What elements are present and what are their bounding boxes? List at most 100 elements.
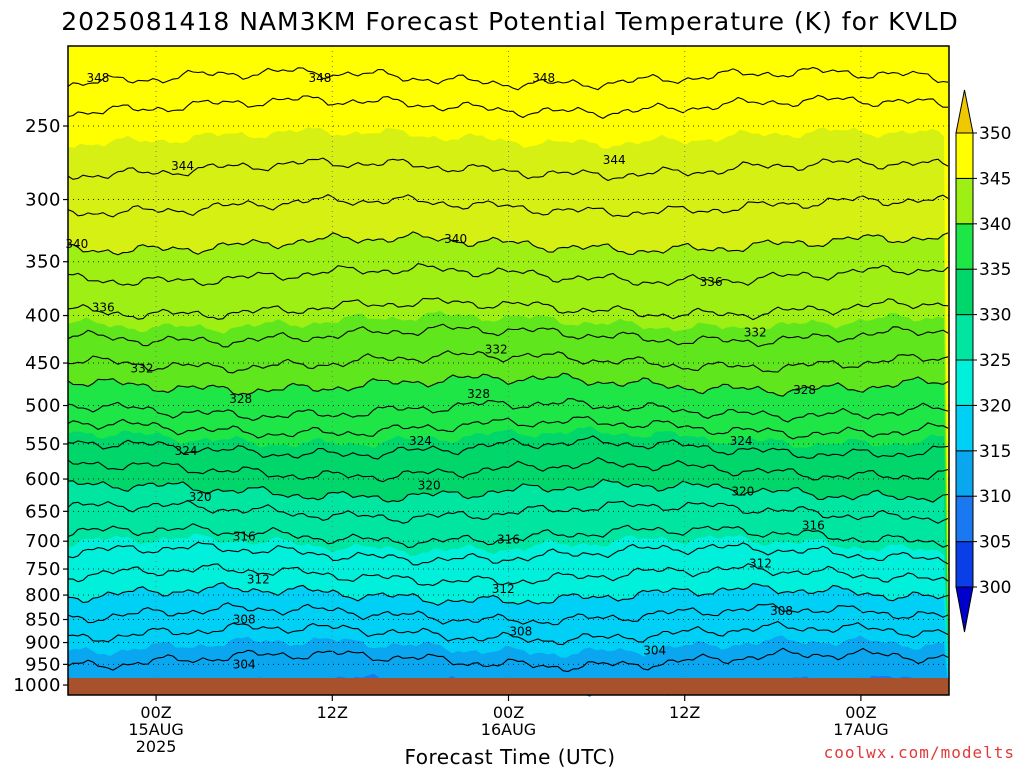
isentrope-306: [67, 620, 949, 646]
svg-text:328: 328: [793, 383, 816, 397]
x-tick-label: 00Z: [493, 703, 524, 722]
y-tick-label-850: 850: [25, 610, 61, 631]
contour-label-312: 312: [247, 573, 270, 587]
svg-text:332: 332: [131, 361, 154, 375]
svg-text:340: 340: [444, 232, 467, 246]
x-tick-label: 2025: [136, 737, 177, 756]
colorbar-label-310: 310: [979, 487, 1011, 507]
colorbar-label-325: 325: [979, 351, 1011, 371]
contour-label-344: 344: [171, 159, 194, 173]
svg-text:320: 320: [731, 485, 754, 499]
contour-label-348: 348: [309, 71, 332, 85]
svg-text:312: 312: [492, 582, 515, 596]
svg-text:324: 324: [409, 434, 432, 448]
svg-text:304: 304: [233, 657, 256, 671]
contour-label-316: 316: [233, 530, 256, 544]
svg-text:312: 312: [247, 573, 270, 587]
y-tick-label-900: 900: [25, 633, 61, 654]
contour-label-332: 332: [744, 325, 767, 339]
contour-label-320: 320: [418, 479, 441, 493]
colorbar-segment-330: [955, 268, 974, 316]
colorbar-label-300: 300: [979, 578, 1011, 598]
svg-text:324: 324: [730, 434, 753, 448]
chart-title: 2025081418 NAM3KM Forecast Potential Tem…: [61, 7, 959, 36]
isentrope-310: [67, 582, 949, 606]
y-tick-label-550: 550: [25, 434, 61, 455]
colorbar-segment-315: [955, 404, 974, 452]
y-tick-label-450: 450: [25, 353, 61, 374]
colorbar-segment-335: [955, 223, 974, 270]
colorbar-label-345: 345: [979, 169, 1011, 189]
svg-text:348: 348: [309, 71, 332, 85]
isentrope-330: [67, 372, 949, 397]
svg-text:328: 328: [229, 392, 252, 406]
contour-label-328: 328: [793, 383, 816, 397]
contour-label-328: 328: [229, 392, 252, 406]
contour-label-320: 320: [731, 485, 754, 499]
svg-text:320: 320: [189, 490, 212, 504]
colorbar-segment-345: [955, 132, 974, 179]
isentrope-328: [67, 398, 949, 423]
svg-text:332: 332: [744, 325, 767, 339]
contour-label-336: 336: [700, 275, 723, 289]
svg-text:348: 348: [87, 71, 110, 85]
contour-label-340: 340: [444, 232, 467, 246]
svg-text:308: 308: [770, 604, 793, 618]
isentrope-326: [67, 416, 949, 440]
isentrope-320: [67, 478, 949, 503]
contour-label-316: 316: [802, 518, 825, 532]
y-tick-label-250: 250: [25, 116, 61, 137]
contour-label-320: 320: [189, 490, 212, 504]
isentrope-334: [67, 323, 949, 348]
svg-text:348: 348: [532, 71, 555, 85]
colorbar-extend-bottom: [955, 586, 974, 633]
isentrope-332: [68, 350, 949, 374]
svg-text:344: 344: [603, 153, 626, 167]
colorbar-segment-320: [955, 359, 974, 406]
svg-text:324: 324: [175, 444, 198, 458]
colorbar-label-350: 350: [979, 124, 1011, 144]
contour-label-316: 316: [497, 532, 520, 546]
colorbar: 300 305 310 315 320 325 330 335 340 345 350: [955, 89, 1011, 633]
contour-label-312: 312: [749, 557, 772, 571]
svg-text:316: 316: [233, 530, 256, 544]
isentrope-316: [67, 523, 949, 549]
y-tick-label-800: 800: [25, 585, 61, 606]
isentrope-304: [67, 647, 949, 673]
y-tick-label-500: 500: [25, 396, 61, 417]
svg-text:312: 312: [749, 557, 772, 571]
isentrope-312: [67, 563, 949, 587]
y-tick-label-750: 750: [25, 559, 61, 580]
colorbar-label-315: 315: [979, 442, 1011, 462]
ground-surface: [68, 678, 949, 695]
svg-text:340: 340: [65, 237, 88, 251]
y-axis: 2503003504004505005506006507007508008509…: [13, 116, 68, 696]
isentrope-348: [67, 66, 949, 91]
gridlines: [68, 46, 949, 686]
svg-text:304: 304: [643, 644, 666, 658]
colorbar-segment-300: [955, 541, 974, 588]
x-tick-label: 12Z: [317, 703, 348, 722]
contour-label-328: 328: [467, 387, 490, 401]
isentrope-318: [67, 499, 949, 524]
footer-link[interactable]: coolwx.com/modelts: [824, 743, 1015, 762]
contour-label-348: 348: [532, 71, 555, 85]
contour-label-304: 304: [643, 644, 666, 658]
x-tick-label: 15AUG: [128, 720, 183, 739]
contour-label-340: 340: [65, 237, 88, 251]
x-tick-label: 12Z: [669, 703, 700, 722]
y-tick-label-400: 400: [25, 306, 61, 327]
y-tick-label-350: 350: [25, 252, 61, 273]
x-axis-title: Forecast Time (UTC): [404, 745, 615, 768]
contour-label-344: 344: [603, 153, 626, 167]
contour-label-324: 324: [730, 434, 753, 448]
isentrope-336: [67, 297, 949, 321]
svg-text:308: 308: [509, 625, 532, 639]
colorbar-label-305: 305: [979, 533, 1011, 553]
colorbar-label-330: 330: [979, 306, 1011, 326]
svg-text:332: 332: [485, 342, 508, 356]
colorbar-segment-305: [955, 495, 974, 543]
colorbar-label-335: 335: [979, 260, 1011, 280]
contour-label-304: 304: [233, 657, 256, 671]
